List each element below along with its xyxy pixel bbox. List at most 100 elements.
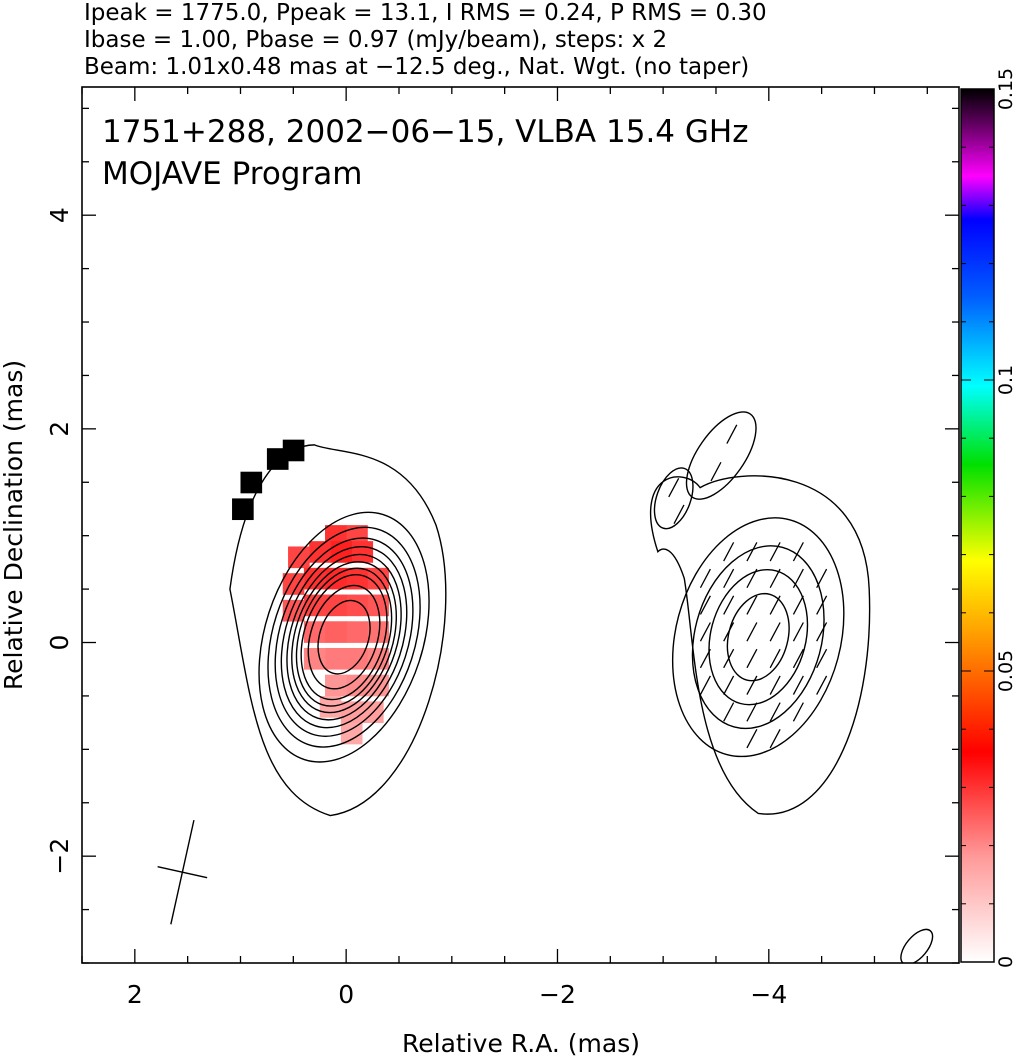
pol-island-contour <box>900 928 934 963</box>
intensity-contours <box>229 411 934 963</box>
evpa-vector <box>746 542 758 562</box>
pol-cell <box>340 722 363 745</box>
y-tick-label: 4 <box>45 207 74 223</box>
beam-minor-axis <box>157 866 208 879</box>
evpa-vector <box>816 675 828 695</box>
evpa-vector <box>710 461 722 482</box>
pol-cell <box>367 621 389 643</box>
core-contour <box>291 561 398 714</box>
evpa-vector <box>816 648 828 669</box>
core-contour <box>267 526 421 748</box>
evpa-vector <box>746 702 758 722</box>
pol-cell <box>346 567 368 590</box>
core-contour <box>258 511 430 763</box>
x-tick-label: 2 <box>127 980 143 1009</box>
jet-contour <box>691 545 825 730</box>
pol-cell <box>346 621 368 643</box>
evpa-vector <box>769 595 781 615</box>
pol-cell <box>325 674 347 697</box>
pol-cell <box>240 471 263 494</box>
pol-cell <box>325 647 347 670</box>
evpa-vector <box>769 729 781 749</box>
evpa-vector <box>792 595 804 615</box>
colorbar-tick-label: 0.15 <box>995 68 1017 110</box>
evpa-vector <box>746 729 758 749</box>
evpa-vector <box>723 595 735 615</box>
evpa-vector <box>746 622 758 642</box>
plot-title-line-1: 1751+288, 2002−06−15, VLBA 15.4 GHz <box>102 114 748 150</box>
core-contour <box>274 537 414 737</box>
evpa-vector <box>699 595 711 615</box>
y-tick-label: −2 <box>45 838 74 875</box>
core-contour <box>280 546 408 729</box>
pol-cell <box>303 567 326 590</box>
evpa-vector <box>746 568 758 589</box>
pol-cell <box>325 594 347 617</box>
evpa-vector <box>699 648 711 669</box>
y-tick-label: 0 <box>45 635 74 651</box>
core-contour <box>286 553 402 721</box>
evpa-vector <box>792 675 804 695</box>
header-line-3: Beam: 1.01x0.48 mas at −12.5 deg., Nat. … <box>84 54 749 80</box>
evpa-vector <box>746 648 758 669</box>
core-contour <box>295 567 393 707</box>
evpa-vector <box>723 675 735 695</box>
evpa-vectors <box>668 424 828 749</box>
pol-island-contour <box>653 467 694 530</box>
evpa-vector <box>723 702 735 722</box>
header-line-1: Ipeak = 1775.0, Ppeak = 13.1, I RMS = 0.… <box>84 0 767 26</box>
axes-frame <box>81 86 960 964</box>
pol-cell <box>346 647 368 670</box>
pol-cell <box>367 594 389 617</box>
evpa-vector <box>816 622 828 642</box>
evpa-vector <box>792 542 804 562</box>
pol-cell <box>325 621 347 643</box>
pol-cell <box>282 573 305 595</box>
evpa-vector <box>668 477 680 498</box>
core-outer-contour <box>229 444 447 817</box>
evpa-vector <box>746 595 758 615</box>
pol-cell <box>346 594 368 617</box>
pol-cell <box>232 498 254 521</box>
pol-cell <box>351 541 374 563</box>
x-axis-label: Relative R.A. (mas) <box>402 1029 640 1058</box>
colorbar-scale <box>960 88 995 963</box>
header-line-2: Ibase = 1.00, Pbase = 0.97 (mJy/beam), s… <box>84 27 667 53</box>
evpa-vector <box>723 622 735 642</box>
x-tick-label: −4 <box>750 980 787 1009</box>
pol-island-contour <box>685 411 757 500</box>
evpa-vector <box>769 702 781 722</box>
evpa-vector <box>816 595 828 615</box>
evpa-vector <box>699 675 711 695</box>
evpa-vector <box>723 568 735 589</box>
y-axis-label: Relative Declination (mas) <box>0 360 28 690</box>
evpa-vector <box>769 568 781 589</box>
evpa-vector <box>769 622 781 642</box>
evpa-vector <box>746 675 758 695</box>
evpa-vector <box>792 702 804 722</box>
evpa-vector <box>699 568 711 589</box>
evpa-vector <box>792 568 804 589</box>
colorbar-tick-label: 0.05 <box>995 650 1017 692</box>
evpa-vector <box>792 648 804 669</box>
y-tick-labels: −2 0 2 4 <box>45 207 74 874</box>
colorbar-tick-label: 0.1 <box>995 365 1017 395</box>
x-tick-label: −2 <box>539 980 576 1009</box>
evpa-vector <box>769 675 781 695</box>
pol-cell <box>309 541 331 563</box>
evpa-vector <box>699 622 711 642</box>
core-contour <box>300 574 388 701</box>
beam-shape <box>157 819 208 925</box>
y-tick-label: 2 <box>45 421 74 437</box>
colorbar-ticks: 0 0.05 0.1 0.15 <box>961 68 1017 968</box>
evpa-vector <box>769 648 781 669</box>
evpa-vector <box>726 424 738 444</box>
core-contour <box>307 584 381 690</box>
evpa-vector <box>723 542 735 562</box>
x-tick-labels: 2 0 −2 −4 <box>127 980 787 1009</box>
jet-contour <box>708 568 809 706</box>
pol-cell <box>303 647 326 670</box>
header-block: Ipeak = 1775.0, Ppeak = 13.1, I RMS = 0.… <box>84 0 767 80</box>
colorbar: 0 0.05 0.1 0.15 <box>960 68 1017 968</box>
